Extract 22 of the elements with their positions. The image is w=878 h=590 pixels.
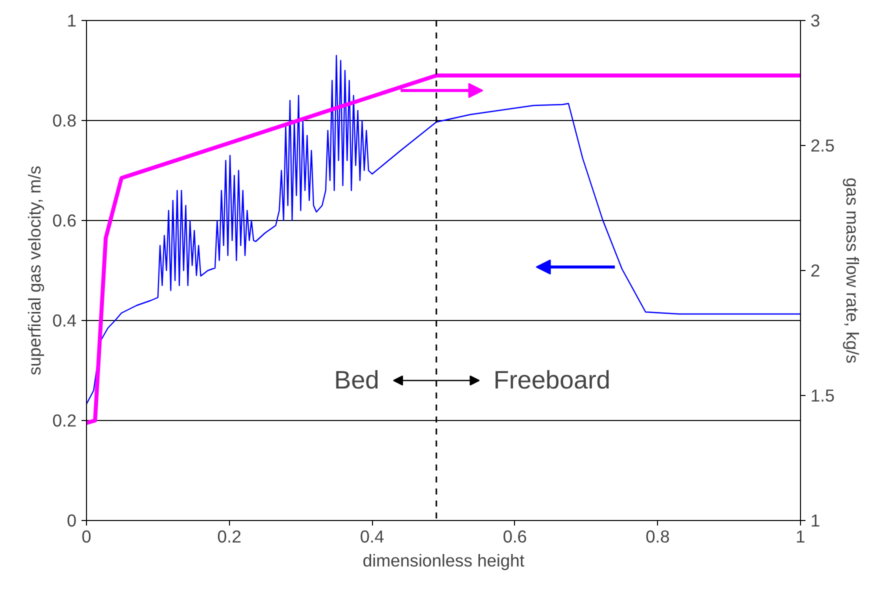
y2-tick-label: 2 [810,260,820,280]
y-axis-title: superficial gas velocity, m/s [24,165,44,376]
x-tick-label: 0 [82,526,92,546]
y-tick-label: 0.8 [52,110,77,130]
x-tick-label: 0.8 [646,526,670,546]
annotation: Freeboard [493,366,610,394]
annotation: Bed [334,366,380,394]
y2-tick-label: 1.5 [810,386,835,406]
y2-axis-title: gas mass flow rate, kg/s [842,178,863,364]
y-tick-label: 0.6 [52,210,77,230]
y2-tick-label: 1 [810,510,820,530]
x-tick-label: 0.2 [217,526,242,546]
x-tick-label: 0.4 [360,526,385,546]
x-tick-label: 1 [796,526,806,546]
y-tick-label: 1 [66,10,77,30]
y-tick-label: 0.4 [52,310,77,330]
y-tick-label: 0 [66,510,77,530]
y2-tick-label: 2.5 [810,136,835,156]
y2-tick-label: 3 [810,10,820,30]
y-tick-label: 0.2 [52,410,77,430]
x-axis-title: dimensionless height [362,550,525,570]
x-tick-label: 0.6 [502,526,527,546]
